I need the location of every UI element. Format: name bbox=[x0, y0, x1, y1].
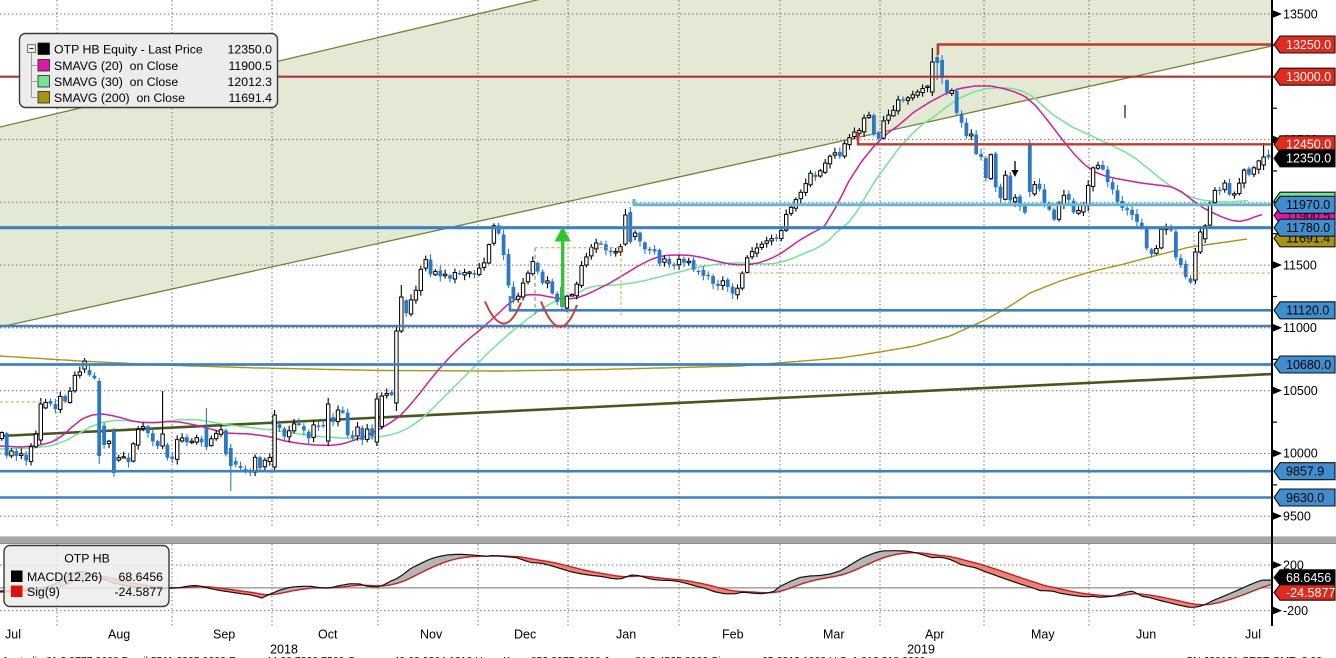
svg-text:11000: 11000 bbox=[1283, 321, 1317, 335]
svg-text:12350.0: 12350.0 bbox=[1286, 152, 1331, 166]
svg-text:SMAVG (200) on Close: SMAVG (200) on Close bbox=[54, 91, 185, 105]
svg-text:10000: 10000 bbox=[1283, 447, 1318, 461]
svg-text:68.6456: 68.6456 bbox=[119, 570, 164, 584]
svg-text:13250.0: 13250.0 bbox=[1286, 38, 1331, 52]
svg-text:Dec: Dec bbox=[514, 628, 536, 642]
svg-text:200: 200 bbox=[1283, 558, 1304, 572]
svg-text:13000.0: 13000.0 bbox=[1286, 70, 1331, 84]
svg-text:Nov: Nov bbox=[420, 628, 443, 642]
svg-text:9630.0: 9630.0 bbox=[1286, 491, 1324, 505]
svg-text:10500: 10500 bbox=[1283, 384, 1318, 398]
svg-text:Oct: Oct bbox=[318, 628, 338, 642]
svg-text:11500: 11500 bbox=[1283, 258, 1317, 272]
svg-text:May: May bbox=[1031, 628, 1055, 642]
svg-text:11900.5: 11900.5 bbox=[228, 59, 272, 73]
svg-text:68.6456: 68.6456 bbox=[1286, 571, 1331, 585]
svg-text:2018: 2018 bbox=[270, 643, 298, 657]
svg-text:Mar: Mar bbox=[823, 628, 845, 642]
svg-text:13500: 13500 bbox=[1283, 7, 1318, 21]
svg-text:Jul: Jul bbox=[5, 628, 21, 642]
svg-text:11780.0: 11780.0 bbox=[1286, 221, 1330, 235]
svg-text:Sig(9): Sig(9) bbox=[27, 585, 60, 599]
svg-text:Jan: Jan bbox=[616, 628, 636, 642]
svg-text:10680.0: 10680.0 bbox=[1286, 358, 1331, 372]
svg-text:OTP HB: OTP HB bbox=[64, 552, 110, 566]
svg-text:9857.9: 9857.9 bbox=[1286, 465, 1324, 479]
svg-text:MACD(12,26): MACD(12,26) bbox=[27, 570, 102, 584]
svg-text:12012.3: 12012.3 bbox=[228, 75, 273, 89]
svg-text:SMAVG (20) on Close: SMAVG (20) on Close bbox=[54, 59, 178, 73]
svg-text:Jun: Jun bbox=[1136, 628, 1156, 642]
svg-text:11691.4: 11691.4 bbox=[228, 91, 272, 105]
svg-text:9500: 9500 bbox=[1283, 509, 1311, 523]
svg-text:Jul: Jul bbox=[1245, 628, 1261, 642]
svg-text:11970.0: 11970.0 bbox=[1286, 198, 1330, 212]
svg-text:Apr: Apr bbox=[925, 628, 944, 642]
svg-text:Feb: Feb bbox=[722, 628, 744, 642]
svg-text:-200: -200 bbox=[1283, 604, 1308, 618]
svg-text:-24.5877: -24.5877 bbox=[1286, 586, 1335, 600]
svg-text:Australia 61 2 9777 8600 Brazi: Australia 61 2 9777 8600 Brazil 5511 239… bbox=[2, 655, 926, 658]
svg-text:12450.0: 12450.0 bbox=[1286, 138, 1331, 152]
svg-text:2019: 2019 bbox=[907, 643, 935, 657]
svg-text:12350.0: 12350.0 bbox=[228, 42, 273, 56]
svg-text:Aug: Aug bbox=[108, 628, 130, 642]
svg-text:SMAVG (30) on Close: SMAVG (30) on Close bbox=[54, 75, 178, 89]
svg-text:Sep: Sep bbox=[213, 628, 235, 642]
svg-text:OTP HB Equity - Last Price: OTP HB Equity - Last Price bbox=[54, 42, 203, 56]
svg-text:11120.0: 11120.0 bbox=[1286, 304, 1329, 318]
svg-text:-24.5877: -24.5877 bbox=[114, 585, 163, 599]
svg-text:SN 628121 CEST GMT+2:00: SN 628121 CEST GMT+2:00 bbox=[1186, 655, 1322, 658]
